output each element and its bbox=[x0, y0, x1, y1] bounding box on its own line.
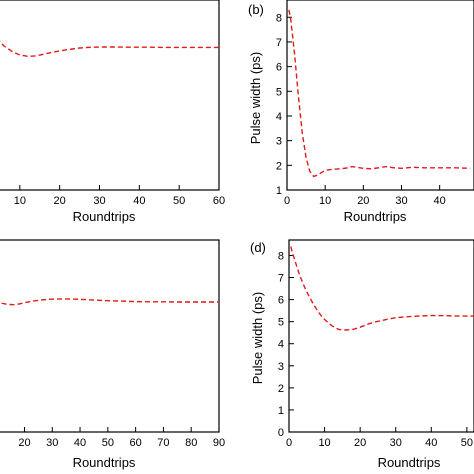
panel-label: (b) bbox=[248, 2, 264, 17]
y-tick-label: 4 bbox=[276, 111, 282, 123]
x-tick-label: 30 bbox=[390, 437, 402, 449]
y-tick-label: 3 bbox=[278, 361, 284, 373]
y-tick-label: 5 bbox=[276, 86, 282, 98]
x-tick-label: 10 bbox=[319, 195, 331, 207]
y-tick-label: 8 bbox=[276, 12, 282, 24]
x-tick-label: 10 bbox=[14, 195, 26, 207]
x-tick-label: 20 bbox=[18, 437, 30, 449]
panel-1: 10 20 30 40 50 60 Roundtrips bbox=[0, 0, 225, 224]
y-axis-label: Pulse width (ps) bbox=[248, 52, 263, 144]
plot-frame bbox=[0, 0, 220, 191]
panel-2: 0 10 20 30 40 1 2 3 4 5 6 7 8 Roundtrips Pulse width (… bbox=[248, 0, 474, 224]
y-tick-label: 5 bbox=[278, 317, 284, 329]
x-tick-label: 40 bbox=[133, 195, 145, 207]
x-tick-label: 30 bbox=[395, 195, 407, 207]
x-tick-label: 40 bbox=[434, 195, 446, 207]
y-tick-label: 1 bbox=[278, 405, 284, 417]
panel-label: (d) bbox=[250, 240, 266, 255]
y-tick-label: 8 bbox=[278, 250, 284, 262]
x-tick-label: 90 bbox=[213, 437, 225, 449]
y-tick-label: 6 bbox=[276, 62, 282, 74]
x-tick-label: 20 bbox=[54, 195, 66, 207]
x-tick-label: 60 bbox=[213, 195, 225, 207]
series-line bbox=[0, 40, 219, 58]
x-tick-label: 80 bbox=[185, 437, 197, 449]
x-tick-label: 10 bbox=[318, 437, 330, 449]
y-tick-label: 4 bbox=[278, 339, 284, 351]
series-line bbox=[0, 298, 219, 306]
plot-frame bbox=[288, 239, 474, 433]
y-tick-label: 7 bbox=[278, 273, 284, 285]
x-axis-label: Roundtrips bbox=[73, 455, 136, 470]
series-line bbox=[290, 246, 474, 331]
x-tick-label: 20 bbox=[357, 195, 369, 207]
x-axis-label: Roundtrips bbox=[344, 209, 407, 224]
plot-frame bbox=[0, 239, 220, 433]
x-tick-label: 40 bbox=[425, 437, 437, 449]
x-tick-label: 50 bbox=[461, 437, 473, 449]
x-axis-label: Roundtrips bbox=[378, 455, 441, 470]
x-axis-label: Roundtrips bbox=[73, 209, 136, 224]
y-tick-label: 7 bbox=[276, 37, 282, 49]
x-tick-label: 40 bbox=[74, 437, 86, 449]
panel-4: 0 10 20 30 40 50 0 1 2 3 4 5 6 7 8 Roundtrips Pulse widt… bbox=[250, 239, 474, 470]
x-tick-label: 60 bbox=[130, 437, 142, 449]
y-tick-label: 3 bbox=[276, 136, 282, 148]
x-tick-label: 20 bbox=[354, 437, 366, 449]
series-line bbox=[288, 9, 471, 178]
y-tick-label: 1 bbox=[276, 185, 282, 197]
x-tick-label: 50 bbox=[173, 195, 185, 207]
y-axis-label: Pulse width (ps) bbox=[250, 292, 265, 384]
panel-3: 20 30 40 50 60 70 80 90 Roundtrips bbox=[0, 239, 225, 470]
x-tick-label: 0 bbox=[284, 195, 290, 207]
y-tick-label: 2 bbox=[276, 160, 282, 172]
y-tick-label: 0 bbox=[278, 427, 284, 439]
x-tick-label: 70 bbox=[157, 437, 169, 449]
x-tick-label: 30 bbox=[93, 195, 105, 207]
x-tick-label: 0 bbox=[286, 437, 292, 449]
y-tick-label: 6 bbox=[278, 295, 284, 307]
x-tick-label: 50 bbox=[102, 437, 114, 449]
y-tick-label: 2 bbox=[278, 383, 284, 395]
x-tick-label: 30 bbox=[46, 437, 58, 449]
plot-frame bbox=[286, 0, 474, 191]
